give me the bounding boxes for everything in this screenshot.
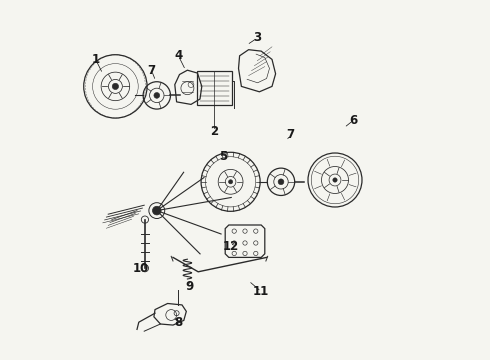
Text: 11: 11 xyxy=(253,285,270,298)
Text: 9: 9 xyxy=(185,280,194,293)
Circle shape xyxy=(228,180,233,184)
Text: 7: 7 xyxy=(147,64,155,77)
Text: 2: 2 xyxy=(210,125,219,138)
Text: 8: 8 xyxy=(174,316,182,329)
Text: 4: 4 xyxy=(174,49,182,62)
Circle shape xyxy=(333,178,337,182)
Text: 6: 6 xyxy=(349,114,357,127)
Text: 7: 7 xyxy=(286,129,294,141)
Circle shape xyxy=(152,206,161,215)
Circle shape xyxy=(154,93,160,98)
Text: 12: 12 xyxy=(222,240,239,253)
Circle shape xyxy=(112,83,119,90)
Text: 10: 10 xyxy=(132,262,149,275)
Text: 5: 5 xyxy=(220,150,227,163)
Text: 3: 3 xyxy=(253,31,262,44)
Text: 1: 1 xyxy=(92,53,99,66)
Circle shape xyxy=(278,179,284,185)
